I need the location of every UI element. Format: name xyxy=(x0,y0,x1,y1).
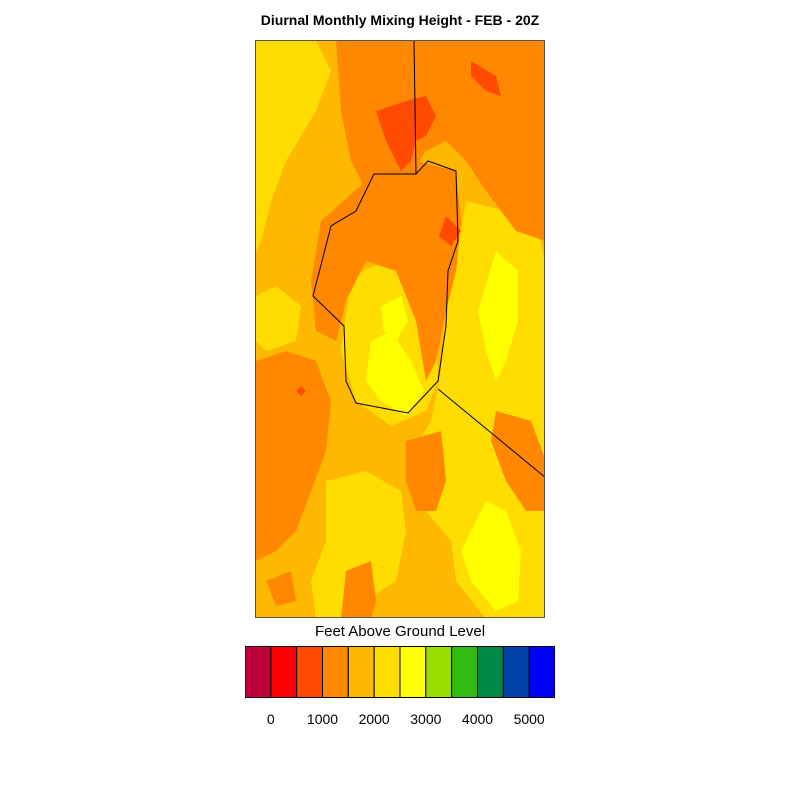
contour-region-west-light xyxy=(256,41,331,251)
contour-region-south-orange-2 xyxy=(341,561,376,617)
legend-swatch-3 xyxy=(322,646,349,698)
legend-tick-label: 0 xyxy=(266,711,275,727)
region-boundary-outline xyxy=(312,160,459,414)
contour-region-small-red xyxy=(296,386,306,396)
state-boundary-line xyxy=(413,41,417,175)
contour-map xyxy=(255,40,545,618)
contour-region-northeast-red xyxy=(471,61,501,96)
legend-swatch-2 xyxy=(296,646,323,698)
contour-region-center-bright xyxy=(366,331,424,416)
legend-swatch-0 xyxy=(245,646,272,698)
legend-swatch-7 xyxy=(425,646,453,698)
legend-tick-label: 3000 xyxy=(410,711,442,727)
legend-swatch-5 xyxy=(373,646,401,698)
legend-swatch-10 xyxy=(502,646,530,698)
legend-swatch-1 xyxy=(270,646,298,698)
contour-map-canvas xyxy=(256,41,544,617)
contour-region-west-light-2 xyxy=(256,286,301,351)
legend-tick-label: 4000 xyxy=(461,711,494,727)
contour-region-southeast-bright xyxy=(461,501,521,611)
contour-region-south-light xyxy=(311,471,406,617)
legend-tick-label: 1000 xyxy=(306,711,339,727)
legend-swatch-11 xyxy=(528,646,555,698)
color-legend-bar xyxy=(245,646,555,698)
contour-region-southwest-orange xyxy=(266,571,296,606)
legend-tick-label: 5000 xyxy=(513,711,545,727)
legend-swatch-8 xyxy=(451,646,478,698)
legend-title: Feet Above Ground Level xyxy=(314,623,486,640)
boundary-overlay xyxy=(312,41,544,477)
legend-swatch-9 xyxy=(477,646,504,698)
contour-region-south-orange xyxy=(406,431,446,511)
legend-swatch-4 xyxy=(347,646,375,698)
contour-region-east-red xyxy=(439,216,461,246)
map-title: Diurnal Monthly Mixing Height - FEB - 20… xyxy=(260,12,540,28)
diagonal-boundary-line xyxy=(437,388,544,477)
contour-region-east-orange xyxy=(491,411,544,511)
contour-region-center-bright-2 xyxy=(381,296,408,341)
legend-swatch-6 xyxy=(399,646,427,698)
contour-region-north-red xyxy=(376,96,436,171)
contour-region-east-bright xyxy=(478,251,518,381)
contour-region-west-orange xyxy=(256,351,331,561)
legend-tick-label: 2000 xyxy=(358,711,390,727)
